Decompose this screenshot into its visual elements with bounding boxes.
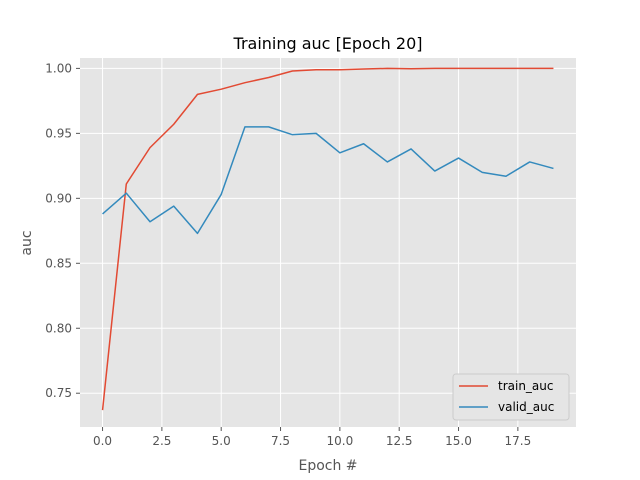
y-tick-label: 1.00 <box>45 61 72 75</box>
x-tick-label: 2.5 <box>152 434 171 448</box>
plot-area <box>80 58 576 427</box>
train-auc-line <box>101 67 554 411</box>
x-tick-label: 7.5 <box>271 434 290 448</box>
x-tick-label: 10.0 <box>327 434 354 448</box>
legend-label-valid: valid_auc <box>498 400 554 414</box>
legend: train_auc valid_auc <box>452 373 570 421</box>
x-axis-label: Epoch # <box>298 458 357 474</box>
x-tick-label: 17.5 <box>504 434 531 448</box>
y-tick-label: 0.90 <box>45 191 72 205</box>
x-tick-labels: 0.0 2.5 5.0 7.5 10.0 12.5 15.0 17.5 <box>93 434 531 448</box>
y-tick-label: 0.95 <box>45 126 72 140</box>
y-axis-label: auc <box>19 230 35 255</box>
legend-label-train: train_auc <box>498 379 554 393</box>
y-tick-label: 0.80 <box>45 321 72 335</box>
grid <box>76 58 576 431</box>
y-tick-labels: 0.75 0.80 0.85 0.90 0.95 1.00 <box>45 61 72 400</box>
valid-auc-line <box>102 126 554 235</box>
x-tick-label: 0.0 <box>93 434 112 448</box>
y-tick-label: 0.75 <box>45 386 72 400</box>
x-tick-label: 12.5 <box>386 434 413 448</box>
x-tick-label: 5.0 <box>212 434 231 448</box>
y-tick-label: 0.85 <box>45 256 72 270</box>
chart-title: Training auc [Epoch 20] <box>233 34 423 53</box>
x-tick-label: 15.0 <box>445 434 472 448</box>
series-layer <box>101 67 554 411</box>
